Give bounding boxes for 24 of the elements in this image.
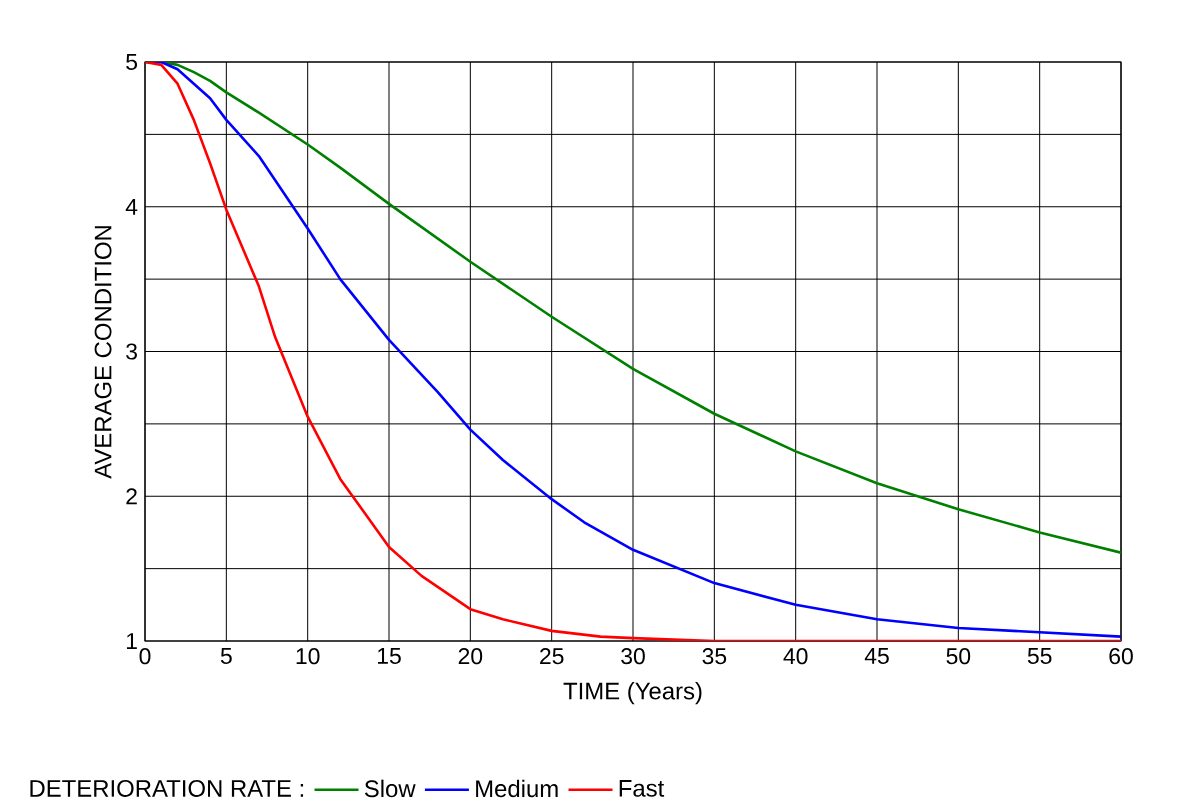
x-tick-label: 50	[946, 648, 971, 665]
x-tick-label: 15	[378, 648, 401, 665]
legend-label: Slow	[364, 779, 416, 798]
legend-label: Fast	[619, 780, 665, 797]
x-tick-label: 30	[621, 648, 645, 665]
y-tick-label: 3	[126, 343, 137, 360]
x-tick-label: 45	[864, 648, 889, 665]
x-tick-label: 40	[783, 648, 808, 665]
x-tick-label: 20	[458, 648, 483, 665]
y-axis-title: AVERAGE CONDITION	[94, 226, 112, 479]
x-tick-label: 35	[702, 648, 727, 665]
x-tick-label: 10	[296, 648, 320, 665]
y-tick-label: 1	[126, 633, 137, 649]
x-axis-title: TIME (Years)	[563, 681, 702, 705]
x-tick-label: 55	[1027, 648, 1052, 665]
x-tick-label: 5	[220, 648, 232, 665]
x-tick-label: 0	[139, 648, 151, 665]
x-tick-label: 60	[1109, 648, 1133, 665]
y-tick-label: 5	[126, 54, 137, 70]
y-tick-label: 2	[126, 488, 137, 505]
x-tick-label: 25	[540, 648, 564, 665]
y-tick-label: 4	[125, 198, 138, 215]
legend-label: Medium	[476, 779, 558, 798]
legend-title: DETERIORATION RATE :	[30, 779, 304, 797]
